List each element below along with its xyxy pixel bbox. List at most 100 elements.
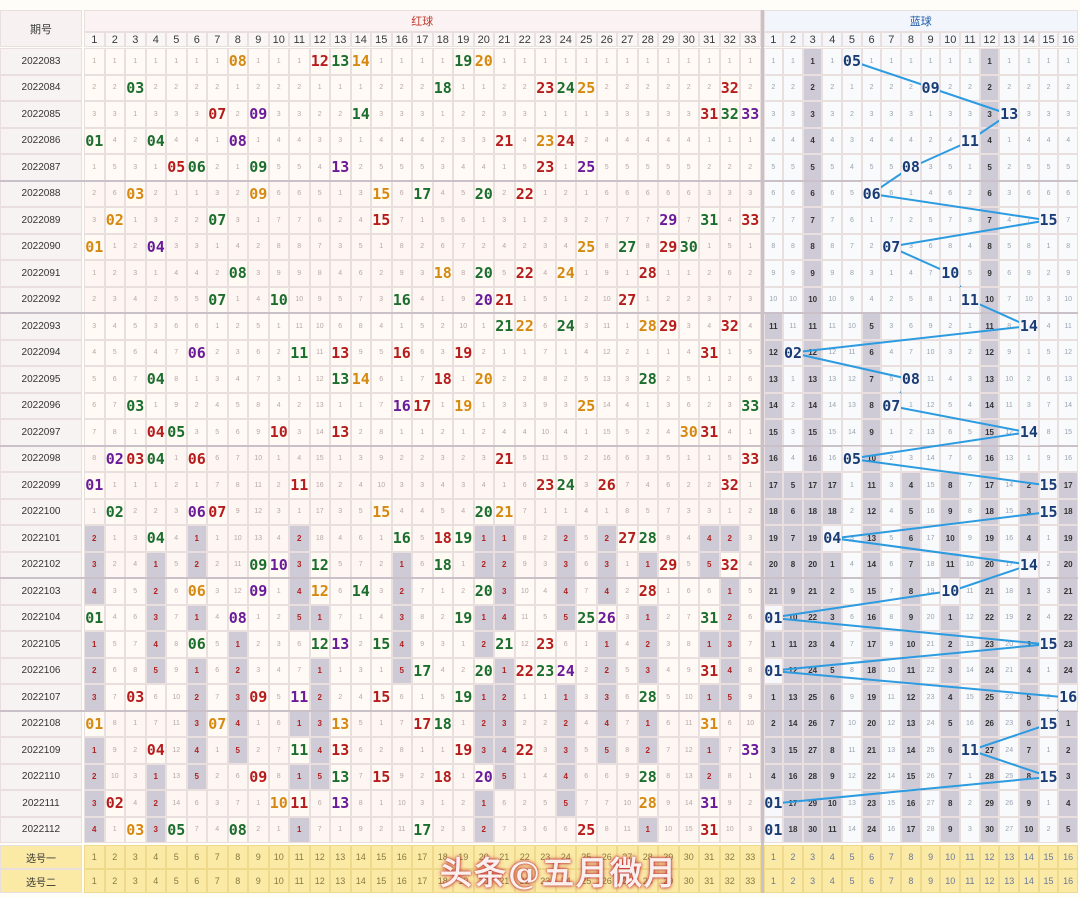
select-red-number[interactable]: 12 (309, 845, 330, 869)
select-red-number[interactable]: 23 (535, 869, 556, 893)
select-red-number[interactable]: 25 (576, 869, 597, 893)
select-red-number[interactable]: 2 (104, 869, 125, 893)
select-red-number[interactable]: 32 (719, 845, 740, 869)
select-red-number[interactable]: 19 (453, 845, 474, 869)
select-red-number[interactable]: 13 (330, 869, 351, 893)
select-red-number[interactable]: 31 (699, 845, 720, 869)
select-red-number[interactable]: 22 (514, 869, 535, 893)
select-red-number[interactable]: 28 (637, 845, 658, 869)
select-blue-number[interactable]: 15 (1038, 869, 1059, 893)
select-red-number[interactable]: 23 (535, 845, 556, 869)
select-red-number[interactable]: 20 (473, 845, 494, 869)
select-red-number[interactable]: 9 (248, 845, 269, 869)
select-red-number[interactable]: 31 (699, 869, 720, 893)
select-red-number[interactable]: 4 (145, 869, 166, 893)
select-red-number[interactable]: 10 (268, 845, 289, 869)
select-red-number[interactable]: 27 (617, 845, 638, 869)
select-red-number[interactable]: 6 (186, 845, 207, 869)
select-red-number[interactable]: 12 (309, 869, 330, 893)
select-blue-number[interactable]: 11 (960, 869, 980, 893)
select-red-number[interactable]: 30 (678, 869, 699, 893)
select-blue-number[interactable]: 8 (901, 845, 921, 869)
select-red-number[interactable]: 7 (207, 869, 228, 893)
select-red-number[interactable]: 19 (453, 869, 474, 893)
select-red-number[interactable]: 24 (555, 869, 576, 893)
select-blue-number[interactable]: 7 (881, 845, 902, 869)
select-red-number[interactable]: 20 (473, 869, 494, 893)
select-blue-number[interactable]: 10 (940, 869, 961, 893)
select-red-number[interactable]: 6 (186, 869, 207, 893)
select-red-number[interactable]: 11 (289, 869, 310, 893)
select-blue-number[interactable]: 16 (1058, 845, 1078, 869)
select-red-number[interactable]: 7 (207, 845, 228, 869)
select-red-number[interactable]: 32 (719, 869, 740, 893)
select-red-number[interactable]: 14 (350, 869, 371, 893)
select-blue-number[interactable]: 4 (822, 869, 843, 893)
select-blue-number[interactable]: 12 (979, 869, 1000, 893)
select-red-number[interactable]: 16 (391, 869, 412, 893)
select-red-number[interactable]: 14 (350, 845, 371, 869)
select-blue-number[interactable]: 14 (1019, 869, 1039, 893)
select-red-number[interactable]: 1 (84, 845, 105, 869)
select-red-number[interactable]: 10 (268, 869, 289, 893)
select-red-number[interactable]: 28 (637, 869, 658, 893)
select-blue-number[interactable]: 14 (1019, 845, 1039, 869)
select-blue-number[interactable]: 4 (822, 845, 843, 869)
select-red-number[interactable]: 3 (125, 869, 146, 893)
select-red-number[interactable]: 27 (617, 869, 638, 893)
select-red-number[interactable]: 33 (740, 869, 761, 893)
select-blue-number[interactable]: 5 (842, 869, 862, 893)
select-red-number[interactable]: 5 (166, 869, 187, 893)
select-red-number[interactable]: 11 (289, 845, 310, 869)
select-blue-number[interactable]: 9 (920, 869, 941, 893)
select-red-number[interactable]: 17 (412, 869, 433, 893)
select-red-number[interactable]: 1 (84, 869, 105, 893)
select-red-number[interactable]: 21 (494, 869, 515, 893)
select-red-number[interactable]: 29 (658, 869, 679, 893)
select-red-number[interactable]: 15 (371, 845, 392, 869)
select-blue-number[interactable]: 12 (979, 845, 1000, 869)
select-red-number[interactable]: 3 (125, 845, 146, 869)
select-blue-number[interactable]: 15 (1038, 845, 1059, 869)
select-red-number[interactable]: 22 (514, 845, 535, 869)
select-red-number[interactable]: 2 (104, 845, 125, 869)
select-blue-number[interactable]: 13 (999, 869, 1020, 893)
select-red-number[interactable]: 13 (330, 845, 351, 869)
select-red-number[interactable]: 18 (432, 845, 453, 869)
select-red-number[interactable]: 9 (248, 869, 269, 893)
select-blue-number[interactable]: 13 (999, 845, 1020, 869)
select-red-number[interactable]: 8 (227, 869, 248, 893)
red-ball-hit: 01 (84, 233, 105, 260)
select-red-number[interactable]: 25 (576, 845, 597, 869)
select-red-number[interactable]: 17 (412, 845, 433, 869)
select-blue-number[interactable]: 3 (802, 869, 823, 893)
select-red-number[interactable]: 18 (432, 869, 453, 893)
select-red-number[interactable]: 33 (740, 845, 761, 869)
select-blue-number[interactable]: 2 (783, 869, 803, 893)
select-blue-number[interactable]: 11 (960, 845, 980, 869)
select-red-number[interactable]: 15 (371, 869, 392, 893)
select-blue-number[interactable]: 16 (1058, 869, 1078, 893)
select-red-number[interactable]: 26 (596, 869, 617, 893)
select-red-number[interactable]: 8 (227, 845, 248, 869)
select-red-number[interactable]: 4 (145, 845, 166, 869)
blue-ball-miss: 7 (881, 578, 902, 605)
select-red-number[interactable]: 5 (166, 845, 187, 869)
select-blue-number[interactable]: 1 (763, 845, 784, 869)
select-red-number[interactable]: 30 (678, 845, 699, 869)
select-blue-number[interactable]: 8 (901, 869, 921, 893)
select-blue-number[interactable]: 9 (920, 845, 941, 869)
select-blue-number[interactable]: 6 (861, 869, 882, 893)
select-blue-number[interactable]: 7 (881, 869, 902, 893)
select-red-number[interactable]: 24 (555, 845, 576, 869)
select-blue-number[interactable]: 2 (783, 845, 803, 869)
select-blue-number[interactable]: 3 (802, 845, 823, 869)
select-blue-number[interactable]: 1 (763, 869, 784, 893)
select-blue-number[interactable]: 10 (940, 845, 961, 869)
select-blue-number[interactable]: 6 (861, 845, 882, 869)
select-red-number[interactable]: 16 (391, 845, 412, 869)
select-red-number[interactable]: 29 (658, 845, 679, 869)
select-blue-number[interactable]: 5 (842, 845, 862, 869)
select-red-number[interactable]: 26 (596, 845, 617, 869)
select-red-number[interactable]: 21 (494, 845, 515, 869)
